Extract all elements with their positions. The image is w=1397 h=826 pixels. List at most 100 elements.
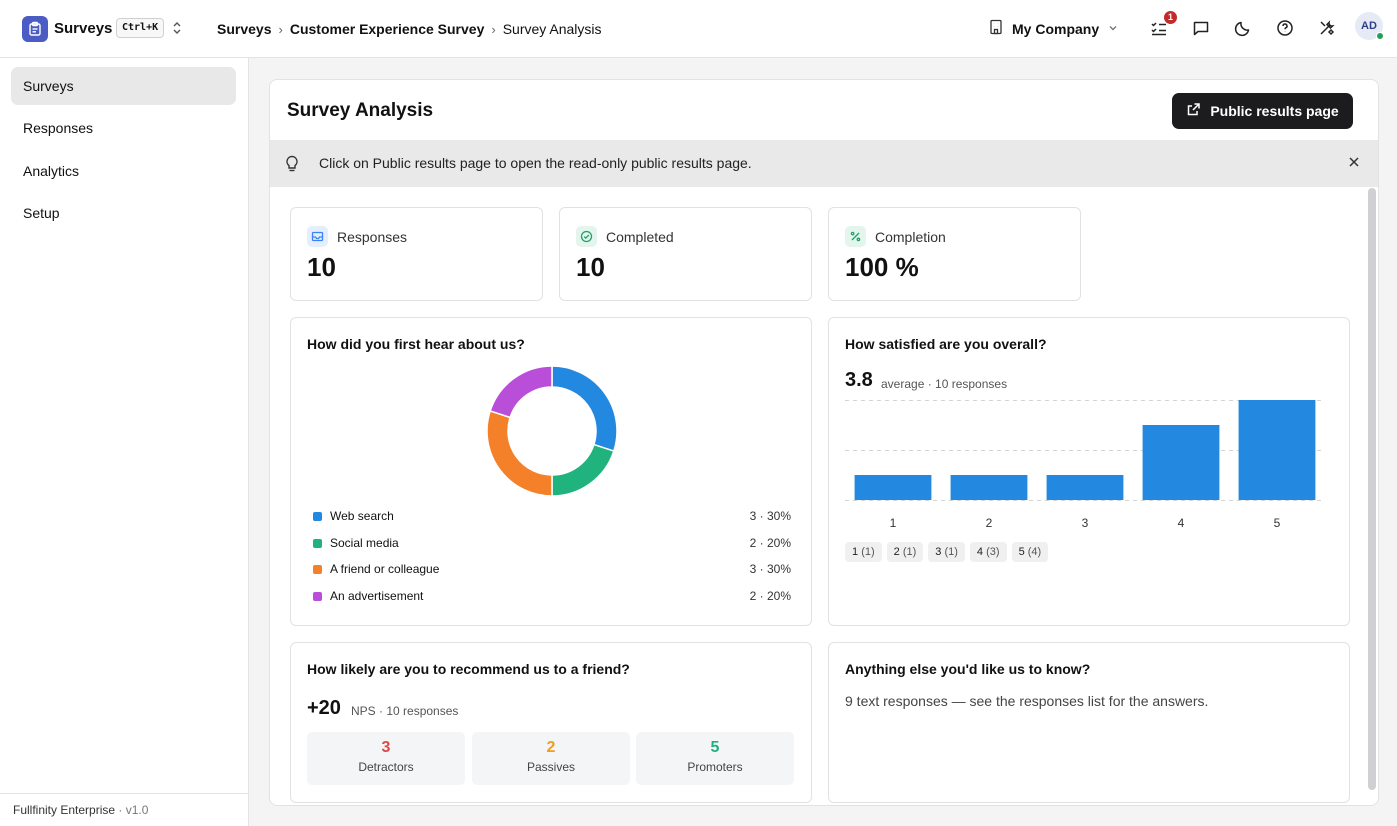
question-title: Anything else you'd like us to know? [845,661,1091,677]
company-switcher[interactable]: My Company [988,19,1119,38]
app-name[interactable]: Surveys [54,20,113,37]
rating-chip: 5 (4) [1011,542,1049,562]
nps-subtitle: NPS · 10 responses [351,704,459,718]
chevron-right-icon: › [278,21,283,37]
help-icon[interactable] [1275,18,1295,38]
product-version: · v1.0 [118,803,149,817]
legend-value: 2 · 20% [749,589,791,603]
inbox-icon [307,226,328,247]
breadcrumb-surveys[interactable]: Surveys [217,21,272,37]
passives-count: 2 [546,739,556,756]
building-icon [988,19,1004,38]
question-title: How likely are you to recommend us to a … [307,661,630,677]
bar-1 [854,475,932,500]
x-tick-label: 2 [986,516,993,530]
legend-value: 3 · 30% [749,562,791,576]
tasks-icon[interactable] [1149,18,1169,38]
tools-icon[interactable] [1317,18,1337,38]
breadcrumb: Surveys › Customer Experience Survey › S… [217,21,602,37]
sidebar-item-setup[interactable]: Setup [23,205,60,221]
legend-item: Web search 3 · 30% [313,509,791,523]
shortcut-badge: Ctrl+K [116,18,165,38]
donut-slice-a-friend-or-colleague [486,409,553,497]
chat-icon[interactable] [1191,18,1211,38]
question-card-hear: How did you first hear about us? Web sea… [290,317,812,626]
top-bar: Surveys Ctrl+K Surveys › Customer Experi… [0,0,1397,58]
scrollbar[interactable] [1368,188,1376,790]
company-name: My Company [1012,20,1100,37]
nps-detractors: 3 Detractors [307,732,465,785]
online-status-dot [1376,32,1384,40]
product-name: Fullfinity Enterprise [13,803,116,817]
legend-item: An advertisement 2 · 20% [313,589,791,603]
x-tick-label: 3 [1082,516,1089,530]
detractors-label: Detractors [358,760,414,774]
rating-chip: 3 (1) [928,542,965,562]
stat-label: Responses [337,228,408,245]
public-results-label: Public results page [1210,103,1339,119]
x-tick-label: 5 [1274,516,1281,530]
close-icon[interactable] [1347,155,1361,172]
chevrons-up-down-icon[interactable] [171,21,183,40]
legend-swatch [313,591,322,601]
legend-label: A friend or colleague [330,562,440,576]
average-subtitle: average · 10 responses [881,377,1008,391]
breadcrumb-current: Survey Analysis [502,21,602,37]
stat-value: 10 [576,252,605,282]
donut-slice-social-media [551,443,615,497]
x-tick-label: 1 [890,516,897,530]
legend-label: Web search [330,509,394,523]
detractors-count: 3 [381,739,391,756]
notification-badge: 1 [1164,11,1177,24]
stat-card-responses: Responses 10 [290,207,543,301]
chevron-down-icon [1107,21,1119,37]
donut-chart [486,365,618,497]
hint-banner: Click on Public results page to open the… [270,140,1378,187]
check-circle-icon [576,226,597,247]
legend-value: 2 · 20% [749,536,791,550]
bar-4 [1142,425,1220,500]
breadcrumb-survey[interactable]: Customer Experience Survey [289,21,485,37]
sidebar-item-responses[interactable]: Responses [23,120,94,136]
text-responses-note: 9 text responses — see the responses lis… [845,693,1209,709]
passives-label: Passives [526,760,576,774]
bar-5 [1238,400,1316,500]
question-title: How satisfied are you overall? [845,336,1047,352]
stat-value: 10 [307,252,336,282]
moon-icon[interactable] [1233,18,1253,38]
sidebar-footer: Fullfinity Enterprise · v1.0 [0,793,248,826]
bar-3 [1046,475,1124,500]
chevron-right-icon: › [491,21,496,37]
question-card-text: Anything else you'd like us to know? 9 t… [828,642,1350,803]
legend-swatch [313,511,322,521]
main-area: Survey Analysis Public results page Clic… [249,58,1397,826]
donut-slice-an-advertisement [489,365,553,419]
bar-chart: 1 2 3 4 5 [845,400,1325,530]
legend-swatch [313,564,322,574]
stat-value: 100 % [845,252,919,282]
sidebar-item-surveys[interactable]: Surveys [11,67,236,105]
clipboard-icon[interactable] [22,16,48,42]
x-tick-label: 4 [1178,516,1185,530]
public-results-button[interactable]: Public results page [1172,93,1353,129]
legend-label: Social media [330,536,399,550]
sidebar-item-analytics[interactable]: Analytics [23,163,80,179]
bar-2 [950,475,1028,500]
external-link-icon [1186,102,1201,120]
legend-value: 3 · 30% [749,509,791,523]
stat-card-completed: Completed 10 [559,207,812,301]
legend-label: An advertisement [330,589,424,603]
legend-item: A friend or colleague 3 · 30% [313,562,791,576]
question-card-nps: How likely are you to recommend us to a … [290,642,812,803]
analysis-panel: Survey Analysis Public results page Clic… [269,79,1379,806]
page-title: Survey Analysis [287,100,434,121]
nps-promoters: 5 Promoters [636,732,794,785]
rating-chip: 4 (3) [969,542,1007,562]
rating-chips: 1 (1) 2 (1) 3 (1) 4 (3) 5 (4) [845,542,1049,562]
stat-label: Completion [875,228,946,245]
nps-score: +20 [307,697,341,719]
donut-slice-web-search [551,365,618,453]
question-card-satisfaction: How satisfied are you overall? 3.8 avera… [828,317,1350,626]
percent-icon [845,226,866,247]
sidebar: Surveys Responses Analytics Setup Fullfi… [0,58,249,826]
